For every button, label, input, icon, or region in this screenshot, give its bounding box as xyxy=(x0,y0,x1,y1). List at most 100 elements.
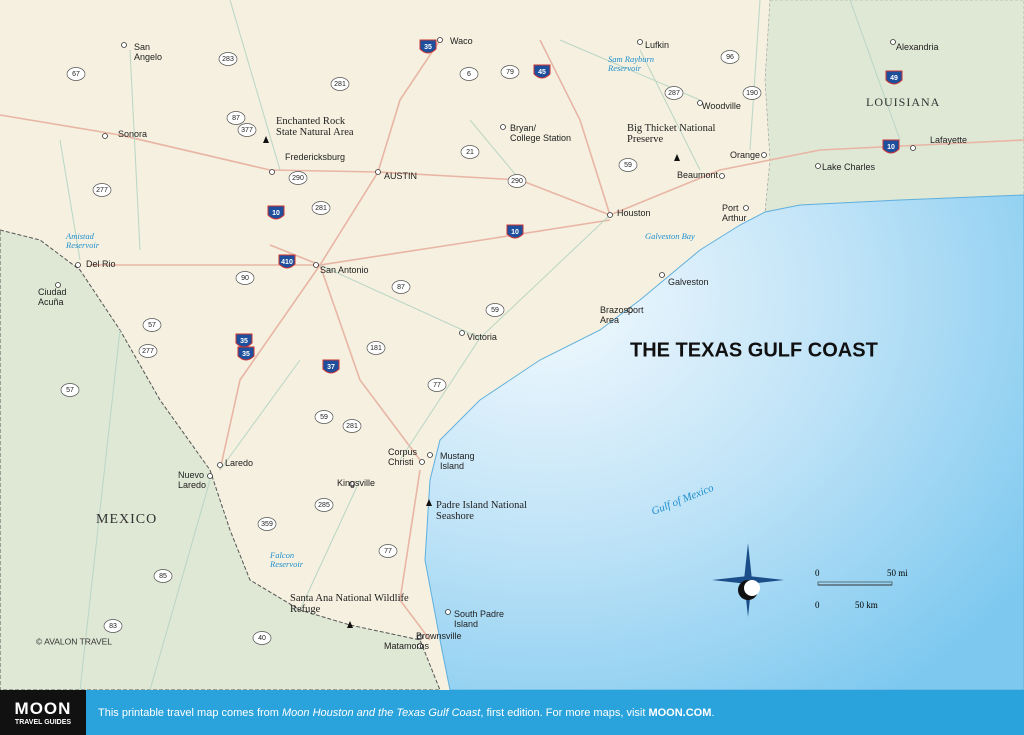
city-label-line: South Padre xyxy=(454,609,504,619)
city-label: Laredo xyxy=(225,458,253,468)
city-label-line: AUSTIN xyxy=(384,171,417,181)
city-label: Alexandria xyxy=(896,42,939,52)
city-label-line: Lake Charles xyxy=(822,162,876,172)
highway-label: 21 xyxy=(466,149,474,156)
compass xyxy=(712,543,784,617)
scale-label: 50 mi xyxy=(887,568,908,578)
highway-shield xyxy=(459,67,479,81)
city-dot xyxy=(500,124,506,130)
city-label: Galveston xyxy=(668,277,709,287)
city-label-line: College Station xyxy=(510,133,571,143)
city-dot xyxy=(761,152,767,158)
highway-label: 287 xyxy=(668,90,680,97)
park-label-line: Big Thicket National xyxy=(627,123,716,134)
highway-shield xyxy=(311,201,331,215)
city-label-line: Sonora xyxy=(118,129,147,139)
scale-bar: 0 50 mi 0 50 km xyxy=(815,568,908,610)
city-label: Del Rio xyxy=(86,259,116,269)
water-label-line: Reservoir xyxy=(65,240,100,250)
mexico xyxy=(0,229,441,690)
highway-label: 59 xyxy=(624,162,632,169)
highway-shield xyxy=(103,619,123,633)
map-title: THE TEXAS GULF COAST xyxy=(630,339,878,361)
city-label-line: Brazosport xyxy=(600,305,644,315)
city-label-line: Nuevo xyxy=(178,470,204,480)
interstate-shield xyxy=(235,333,253,348)
water-label-line: Reservoir xyxy=(269,559,304,569)
highway-label: 283 xyxy=(222,56,234,63)
city-label: Lufkin xyxy=(645,40,669,50)
highway-label: 67 xyxy=(72,71,80,78)
city-label: Victoria xyxy=(467,332,497,342)
interstate-shield xyxy=(419,39,437,54)
scale-label: 0 xyxy=(815,600,820,610)
city-label-line: Mustang xyxy=(440,451,475,461)
city-label-line: Lufkin xyxy=(645,40,669,50)
water-label: Falcon Reservoir xyxy=(269,550,304,569)
highway-shield xyxy=(720,50,740,64)
city-dot xyxy=(417,634,423,640)
highway-label: 59 xyxy=(491,307,499,314)
highway-shield xyxy=(237,123,257,137)
city-label-line: Brownsville xyxy=(416,631,462,641)
highway-label: 290 xyxy=(292,175,304,182)
city-dot xyxy=(437,37,443,43)
city-dot xyxy=(659,272,665,278)
link[interactable]: MOON.COM xyxy=(648,706,712,719)
highway-label: 37 xyxy=(327,364,335,371)
water-label: Galveston Bay xyxy=(645,231,695,241)
map: THE TEXAS GULF COAST LOUISIANA MEXICO Gu… xyxy=(0,0,1024,690)
highway-shield xyxy=(330,77,350,91)
interstate-shield xyxy=(267,205,285,220)
highway-label: 96 xyxy=(726,54,734,61)
city-label: Sonora xyxy=(118,129,147,139)
park-label: Santa Ana National Wildlife Refuge xyxy=(290,593,409,615)
water-label-line: Reservoir xyxy=(607,63,642,73)
city-dot xyxy=(890,39,896,45)
highway-shield xyxy=(427,378,447,392)
city-label: AUSTIN xyxy=(384,171,417,181)
scale-label: 50 km xyxy=(855,600,878,610)
interstate-shield xyxy=(885,70,903,85)
city-dot xyxy=(815,163,821,169)
highway-shield xyxy=(742,86,762,100)
city-label: Port Arthur xyxy=(722,203,747,223)
park-label-line: Preserve xyxy=(627,134,663,145)
city-label-line: Matamoros xyxy=(384,641,430,651)
city-label-line: Acuña xyxy=(38,297,64,307)
highway-shield xyxy=(92,183,112,197)
highway-label: 181 xyxy=(370,345,382,352)
city-label-line: Kingsville xyxy=(337,478,375,488)
region-label: MEXICO xyxy=(96,512,157,527)
highway-shield xyxy=(507,174,527,188)
water-label: Amistad Reservoir xyxy=(65,231,100,250)
water-label-line: Galveston Bay xyxy=(645,231,695,241)
highway-label: 6 xyxy=(467,71,471,78)
park-label-line: Enchanted Rock xyxy=(276,116,346,127)
highway-shield xyxy=(618,158,638,172)
city-label: Lake Charles xyxy=(822,162,876,172)
city-label-line: Beaumont xyxy=(677,170,719,180)
highway-label: 87 xyxy=(232,115,240,122)
city-dot xyxy=(349,481,355,487)
copyright: © AVALON TRAVEL xyxy=(36,636,112,646)
city-dot xyxy=(55,282,61,288)
highway-shield xyxy=(664,86,684,100)
highway-label: 83 xyxy=(109,623,117,630)
city-dot xyxy=(121,42,127,48)
city-label-line: Christi xyxy=(388,457,414,467)
highway-label: 90 xyxy=(241,275,249,282)
roads xyxy=(0,0,1024,690)
city-label: Brazosport Area xyxy=(600,305,644,325)
city-dot xyxy=(459,330,465,336)
city-label-line: Bryan/ xyxy=(510,123,537,133)
city-label: Brownsville xyxy=(416,631,462,641)
book-title: Moon Houston and the Texas Gulf Coast xyxy=(282,706,481,719)
city-label-line: Alexandria xyxy=(896,42,939,52)
park-label: Big Thicket National Preserve xyxy=(627,123,716,145)
text: , first edition. For more maps, visit xyxy=(480,706,649,719)
park-label-line: Padre Island National xyxy=(436,500,527,511)
city-label: Kingsville xyxy=(337,478,375,488)
logo[interactable]: MOON TRAVEL GUIDES xyxy=(0,690,86,735)
